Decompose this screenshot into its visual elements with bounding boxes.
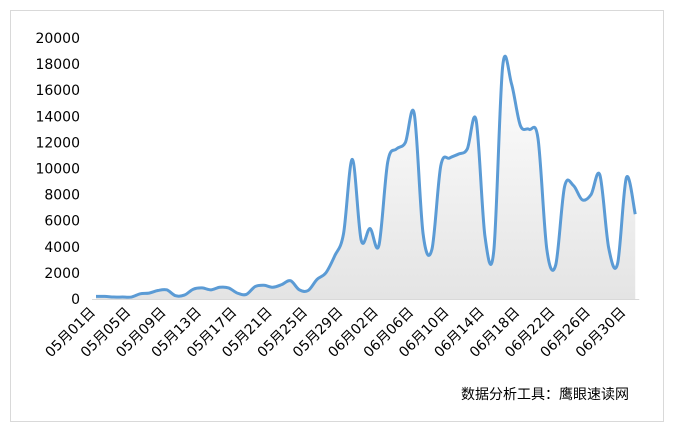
y-tick-label: 10000 (35, 162, 80, 178)
y-tick-label: 14000 (35, 109, 80, 125)
y-tick-label: 6000 (44, 214, 80, 230)
y-tick-label: 2000 (44, 266, 80, 282)
y-tick-label: 18000 (35, 57, 80, 73)
y-tick-label: 20000 (35, 31, 80, 47)
line (95, 54, 637, 299)
y-tick-label: 12000 (35, 135, 80, 151)
y-tick-label: 16000 (35, 83, 80, 99)
frame (10, 10, 664, 422)
annotation: 数据分析工具：鹰眼速读网 (461, 386, 629, 403)
y-tick-label: 0 (71, 292, 80, 308)
y-tick-label: 8000 (44, 188, 80, 204)
y-tick-label: 4000 (44, 240, 80, 256)
